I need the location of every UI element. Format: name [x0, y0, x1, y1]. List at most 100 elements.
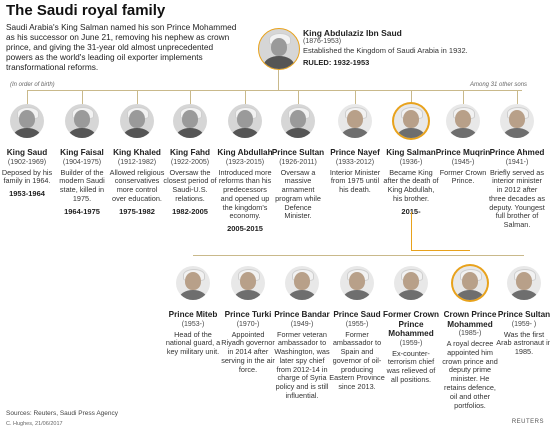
grandson-card: Prince Miteb (1953-) Head of the national … — [165, 310, 221, 357]
son-drop-line — [298, 90, 299, 104]
grandson-name: Crown Prince Mohammed — [443, 310, 497, 329]
grandson-years: (1953-) — [181, 320, 205, 328]
sons-connector — [27, 90, 522, 91]
son-years: (1933-2012) — [335, 158, 375, 166]
founder-connector — [278, 70, 279, 90]
founder-ruled: RULED: 1932-1953 — [303, 58, 370, 67]
grandson-years: (1970-) — [236, 320, 260, 328]
son-drop-line — [190, 90, 191, 104]
others-note: Among 31 other sons — [470, 82, 528, 88]
grandson-name: Prince Bandar — [274, 310, 330, 319]
son-ruled: 1975-1982 — [119, 206, 155, 216]
grandson-years: (1955-) — [345, 320, 369, 328]
grandson-card: Prince Bandar (1949-) Former veteran ambas… — [274, 310, 330, 401]
son-desc: Became King after the death of King Abdu… — [383, 167, 439, 203]
son-desc: Briefly served as interior minister in 2… — [489, 167, 545, 230]
grandson-card: Former Crown Prince Mohammed (1959-) Ex-co… — [383, 310, 439, 385]
portrait — [285, 266, 319, 300]
sources: Sources: Reuters, Saudi Press Agency — [6, 410, 119, 417]
salman-horizontal — [411, 250, 470, 251]
son-name: King Salman — [386, 148, 436, 157]
son-name: King Abdullah — [217, 148, 273, 157]
son-ruled: 1964-1975 — [64, 206, 100, 216]
founder-years: (1876-1953) — [303, 38, 342, 45]
son-card: King Abdullah (1923-2015) Introduced more … — [217, 148, 273, 233]
grandson-card: Crown Prince Mohammed (1985-) A royal decr… — [442, 310, 498, 410]
portrait — [120, 104, 154, 138]
grandson-desc: A royal decree appointed him crown princ… — [442, 339, 498, 410]
grandson-years: (1959-) — [399, 339, 423, 347]
son-name: Prince Sultan — [271, 148, 325, 157]
grandson-desc: Appointed Riyadh governor in 2014 after … — [221, 329, 275, 374]
grandson-years: (1959- ) — [511, 320, 537, 328]
portrait — [340, 266, 374, 300]
son-years: (1945-) — [451, 158, 475, 166]
son-name: Prince Muqrin — [435, 148, 491, 157]
portrait — [507, 266, 541, 300]
son-desc: Deposed by his family in 1964. — [1, 167, 53, 186]
grandson-card: Prince Sultan (1959- ) Was the first Arab … — [496, 310, 550, 357]
son-desc: Oversaw the closest period of Saudi-U.S.… — [163, 167, 217, 203]
son-drop-line — [82, 90, 83, 104]
founder-portrait — [258, 28, 300, 70]
salman-connector — [411, 212, 412, 250]
son-years: (1922-2005) — [170, 158, 210, 166]
portrait — [500, 104, 534, 138]
son-years: (1941-) — [505, 158, 529, 166]
son-years: (1923-2015) — [225, 158, 265, 166]
grandson-desc: Ex-counter-terrorism chief was relieved … — [386, 348, 436, 384]
intro-text: Saudi Arabia's King Salman named his son… — [6, 22, 237, 72]
portrait — [176, 266, 210, 300]
grandson-card: Prince Turki (1970-) Appointed Riyadh gove… — [220, 310, 276, 374]
son-ruled: 1982-2005 — [172, 206, 208, 216]
son-name: King Khaled — [113, 148, 161, 157]
grandson-desc: Former veteran ambassador to Washington,… — [274, 329, 330, 401]
son-card: King Khaled (1912-1982) Allowed religious … — [109, 148, 165, 216]
son-name: King Fahd — [169, 148, 211, 157]
portrait — [10, 104, 44, 138]
son-drop-line — [137, 90, 138, 104]
son-card: Prince Ahmed (1941-) Briefly served as int… — [489, 148, 545, 233]
son-years: (1904-1975) — [62, 158, 102, 166]
grandson-name: Prince Turki — [224, 310, 272, 319]
grandson-years: (1985-) — [458, 330, 482, 337]
order-note: (In order of birth) — [10, 82, 55, 88]
grandson-desc: Was the first Arab astronaut in 1985. — [496, 329, 550, 357]
son-drop-line — [355, 90, 356, 104]
founder-info: King Abdulaziz Ibn Saud (1876-1953) Esta… — [303, 28, 503, 67]
son-drop-line — [463, 90, 464, 104]
grandson-name: Prince Sultan — [497, 310, 550, 319]
son-years: (1902-1969) — [7, 158, 47, 166]
son-drop-line — [517, 90, 518, 104]
page-title: The Saudi royal family — [6, 2, 166, 19]
grandson-card: Prince Saud (1955-) Former ambassador to S… — [329, 310, 385, 392]
grandson-name: Former Crown Prince Mohammed — [383, 310, 439, 338]
grandson-name: Prince Saud — [333, 310, 381, 319]
son-years: (1936-) — [399, 158, 423, 166]
son-drop-line — [27, 90, 28, 104]
portrait — [446, 104, 480, 138]
son-ruled: 2015- — [383, 207, 439, 216]
son-card: King Saud (1902-1969) Deposed by his famil… — [0, 148, 55, 198]
son-years: (1912-1982) — [117, 158, 157, 166]
son-desc: Interior Minister from 1975 until his de… — [329, 167, 381, 195]
founder-name: King Abdulaziz Ibn Saud — [303, 28, 402, 38]
son-ruled: 2005-2015 — [227, 224, 263, 234]
portrait — [228, 104, 262, 138]
portrait — [65, 104, 99, 138]
portrait — [173, 104, 207, 138]
son-drop-line — [411, 90, 412, 104]
son-card: King Salman (1936-) Became King after the … — [383, 148, 439, 216]
portrait — [394, 104, 428, 138]
son-card: King Fahd (1922-2005) Oversaw the closest … — [162, 148, 218, 216]
son-desc: Introduced more reforms than his predece… — [218, 167, 272, 221]
portrait — [281, 104, 315, 138]
son-card: Prince Nayef (1933-2012) Interior Minister… — [327, 148, 383, 198]
son-desc: Oversaw a massive armament program while… — [275, 167, 321, 221]
reuters-logo: REUTERS — [511, 419, 544, 425]
portrait — [231, 266, 265, 300]
founder-desc: Established the Kingdom of Saudi Arabia … — [303, 46, 468, 55]
son-desc: Builder of the modern Saudi state, kille… — [59, 167, 105, 203]
son-desc: Allowed religious conservatives more con… — [109, 167, 165, 203]
son-name: King Saud — [6, 148, 48, 157]
